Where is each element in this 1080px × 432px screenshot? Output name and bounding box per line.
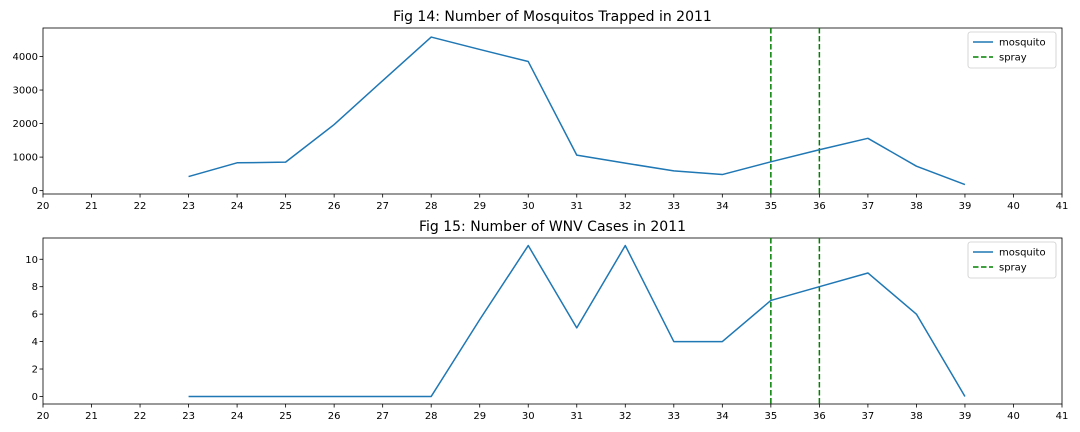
chart-title: Fig 15: Number of WNV Cases in 2011 — [419, 219, 686, 235]
x-tick-label: 29 — [473, 411, 486, 422]
y-tick-label: 4000 — [13, 52, 38, 63]
x-tick-label: 22 — [134, 201, 147, 212]
x-tick-label: 20 — [37, 201, 50, 212]
x-tick-label: 25 — [279, 201, 292, 212]
x-tick-label: 30 — [522, 411, 535, 422]
legend-box — [967, 241, 1057, 279]
chart-title: Fig 14: Number of Mosquitos Trapped in 2… — [393, 9, 712, 25]
series-line-mosquito — [188, 36, 966, 186]
x-tick-label: 41 — [1056, 201, 1069, 212]
plot-frame — [42, 27, 1063, 195]
x-tick-label: 36 — [813, 411, 826, 422]
y-tick-label: 8 — [32, 282, 38, 293]
x-tick-label: 23 — [182, 201, 195, 212]
x-tick-label: 21 — [85, 201, 98, 212]
y-tick-label: 3000 — [13, 86, 38, 97]
y-tick-label: 4 — [32, 337, 38, 348]
x-tick-label: 26 — [328, 411, 341, 422]
x-tick-label: 24 — [231, 201, 244, 212]
x-tick-label: 37 — [862, 201, 875, 212]
x-tick-label: 31 — [570, 201, 583, 212]
x-tick-label: 27 — [376, 201, 389, 212]
x-tick-label: 28 — [425, 201, 438, 212]
x-tick-label: 24 — [231, 411, 244, 422]
chart-1: Fig 14: Number of Mosquitos Trapped in 2… — [13, 9, 1069, 212]
x-tick-label: 37 — [862, 411, 875, 422]
legend-label-spray: spray — [999, 53, 1027, 64]
x-tick-label: 27 — [376, 411, 389, 422]
x-tick-label: 29 — [473, 201, 486, 212]
y-tick-label: 0 — [32, 392, 38, 403]
x-tick-label: 39 — [959, 201, 972, 212]
plot-frame — [42, 237, 1063, 405]
x-tick-label: 34 — [716, 201, 729, 212]
x-tick-label: 20 — [37, 411, 50, 422]
y-tick-label: 0 — [32, 186, 38, 197]
legend: mosquito spray — [967, 31, 1057, 69]
y-tick-label: 2 — [32, 365, 38, 376]
legend: mosquito spray — [967, 241, 1057, 279]
x-tick-label: 41 — [1056, 411, 1069, 422]
legend-label-spray: spray — [999, 263, 1027, 274]
x-tick-label: 35 — [764, 201, 777, 212]
x-tick-label: 32 — [619, 411, 632, 422]
y-tick-label: 6 — [32, 310, 38, 321]
x-tick-label: 28 — [425, 411, 438, 422]
x-tick-label: 33 — [667, 411, 680, 422]
x-tick-label: 38 — [910, 201, 923, 212]
x-tick-label: 36 — [813, 201, 826, 212]
x-tick-label: 22 — [134, 411, 147, 422]
legend-box — [967, 31, 1057, 69]
y-tick-label: 2000 — [13, 119, 38, 130]
legend-label-mosquito: mosquito — [999, 38, 1046, 49]
x-tick-label: 34 — [716, 411, 729, 422]
x-tick-label: 40 — [1007, 411, 1020, 422]
x-tick-label: 31 — [570, 411, 583, 422]
x-tick-label: 40 — [1007, 201, 1020, 212]
x-tick-label: 23 — [182, 411, 195, 422]
x-tick-label: 38 — [910, 411, 923, 422]
x-tick-label: 26 — [328, 201, 341, 212]
x-tick-label: 33 — [667, 201, 680, 212]
x-tick-label: 32 — [619, 201, 632, 212]
x-tick-label: 35 — [764, 411, 777, 422]
x-tick-label: 39 — [959, 411, 972, 422]
legend-label-mosquito: mosquito — [999, 248, 1046, 259]
x-tick-label: 25 — [279, 411, 292, 422]
y-tick-label: 1000 — [13, 153, 38, 164]
y-tick-label: 10 — [25, 255, 38, 266]
x-tick-label: 21 — [85, 411, 98, 422]
x-tick-label: 30 — [522, 201, 535, 212]
series-line-mosquito — [188, 244, 966, 398]
